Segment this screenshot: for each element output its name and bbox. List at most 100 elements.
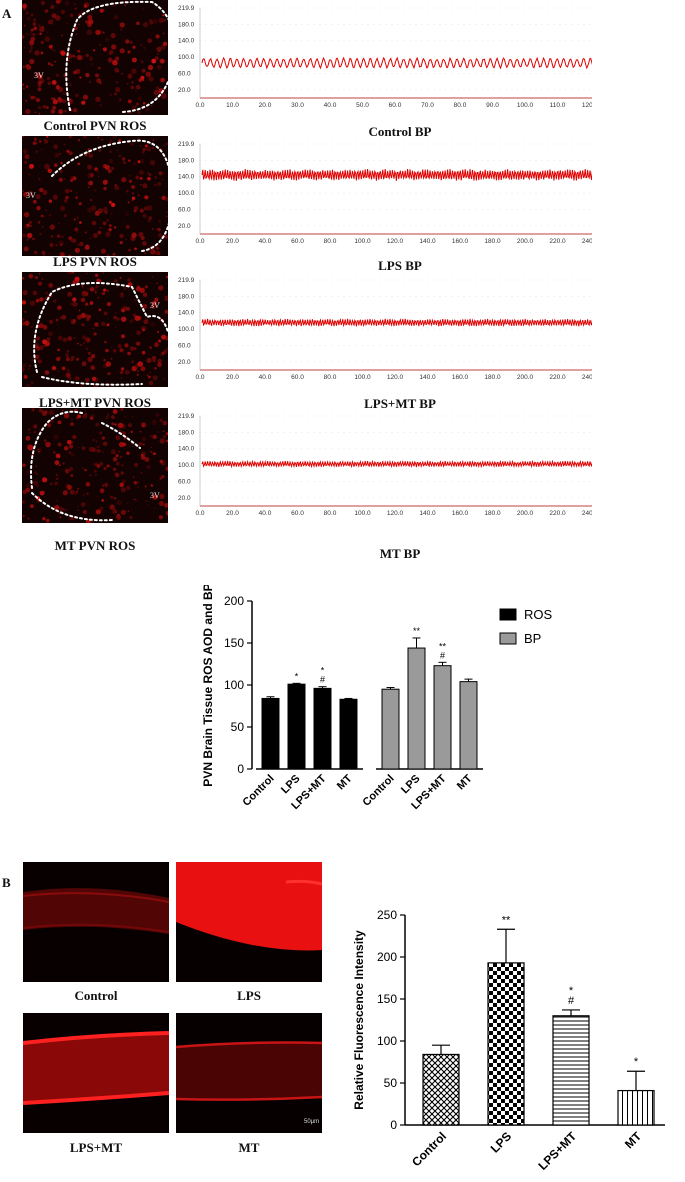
y-tick-label: 250 — [377, 908, 397, 922]
significance-marker: # — [320, 675, 325, 685]
y-axis-label: PVN Brain Tissue ROS AOD and BP — [201, 585, 215, 787]
trace-x-tick: 40.0 — [259, 374, 272, 381]
trace-x-tick: 220.0 — [549, 510, 566, 517]
third-ventricle-label: 3V — [150, 301, 160, 310]
trace-x-tick: 50.0 — [356, 102, 369, 109]
trace-y-tick: 219.9 — [178, 277, 195, 284]
legend-label-bp: BP — [524, 631, 541, 646]
trace-x-tick: 20.0 — [226, 510, 239, 517]
x-tick-label: Control — [360, 773, 396, 809]
trace-x-tick: 220.0 — [549, 238, 566, 245]
pvn-ros-image: 3V — [22, 136, 168, 256]
trace-x-tick: 40.0 — [259, 510, 272, 517]
significance-marker: ** — [502, 914, 511, 926]
bar-bp-lps — [407, 647, 426, 770]
significance-marker: * — [634, 1056, 639, 1068]
y-tick-label: 0 — [390, 1118, 397, 1132]
bar-bp-control — [381, 688, 400, 770]
trace-y-tick: 219.9 — [178, 413, 195, 420]
trace-x-tick: 240.0 — [582, 510, 592, 517]
bar-ros-lps-mt — [313, 687, 332, 770]
pvn-ros-caption: LPS PVN ROS — [53, 254, 137, 269]
pvn-ros-caption: MT PVN ROS — [54, 538, 136, 553]
scale-bar-label: 50μm — [304, 1119, 319, 1125]
vessel-image-mt: 50μm — [176, 1013, 322, 1133]
trace-y-tick: 140.0 — [178, 310, 195, 317]
trace-x-tick: 20.0 — [226, 238, 239, 245]
x-tick-label: MT — [455, 772, 475, 792]
vessel-image-control — [23, 862, 169, 982]
trace-x-tick: 0.0 — [195, 374, 204, 381]
bp-trace-caption: LPS+MT BP — [364, 396, 436, 411]
trace-y-tick: 219.9 — [178, 141, 195, 148]
trace-x-tick: 180.0 — [484, 238, 501, 245]
vessel-image-lps — [176, 862, 322, 982]
trace-x-tick: 200.0 — [517, 510, 534, 517]
trace-x-tick: 80.0 — [324, 510, 337, 517]
trace-x-tick: 20.0 — [259, 102, 272, 109]
trace-y-tick: 140.0 — [178, 38, 195, 45]
bar-fluorescence-lps-mt — [552, 1015, 590, 1126]
y-tick-label: 150 — [224, 636, 244, 650]
legend-label-ros: ROS — [524, 607, 553, 622]
trace-x-tick: 40.0 — [324, 102, 337, 109]
bar-ros-lps — [287, 683, 306, 770]
vessel-caption-mt: MT — [238, 1140, 260, 1155]
trace-y-tick: 180.0 — [178, 157, 195, 164]
vessel-image-lps-mt — [23, 1013, 169, 1133]
trace-y-tick: 60.0 — [178, 70, 191, 77]
y-tick-label: 150 — [377, 992, 397, 1006]
trace-x-tick: 120.0 — [387, 374, 404, 381]
trace-y-tick: 100.0 — [178, 326, 195, 333]
y-tick-label: 100 — [224, 678, 244, 692]
trace-x-tick: 0.0 — [195, 238, 204, 245]
vessel-caption-lps: LPS — [237, 988, 261, 1003]
x-tick-label: MT — [335, 772, 355, 792]
bp-trace: 219.9 180.0 140.0 100.0 60.0 20.0 0.0 20.0 40.0 6… — [178, 413, 592, 517]
trace-x-tick: 120.0 — [387, 510, 404, 517]
bp-trace-line — [201, 459, 592, 469]
trace-x-tick: 200.0 — [517, 374, 534, 381]
trace-x-tick: 60.0 — [291, 374, 304, 381]
trace-x-tick: 100.0 — [354, 510, 371, 517]
trace-x-tick: 160.0 — [452, 238, 469, 245]
bp-trace: 219.9 180.0 140.0 100.0 60.0 20.0 0.0 20.0 40.0 6… — [178, 141, 592, 245]
legend-swatch-bp — [499, 632, 517, 645]
bar-ros-control — [261, 697, 280, 770]
trace-x-tick: 80.0 — [324, 374, 337, 381]
trace-y-tick: 219.9 — [178, 5, 195, 12]
trace-x-tick: 60.0 — [291, 510, 304, 517]
trace-x-tick: 30.0 — [291, 102, 304, 109]
bp-trace-line — [201, 56, 592, 70]
third-ventricle-label: 3V — [34, 71, 44, 80]
significance-marker: * — [569, 985, 574, 997]
pvn-ros-caption: LPS+MT PVN ROS — [39, 395, 151, 410]
trace-x-tick: 140.0 — [419, 238, 436, 245]
trace-y-tick: 60.0 — [178, 478, 191, 485]
bp-trace-line — [201, 317, 592, 328]
bp-trace-caption: LPS BP — [378, 258, 422, 273]
x-tick-label: Control — [409, 1129, 449, 1169]
legend-swatch-ros — [499, 608, 517, 621]
pvn-ros-image: 3V — [22, 408, 168, 523]
bar-fluorescence-lps — [487, 962, 525, 1126]
x-tick-label: MT — [622, 1129, 645, 1152]
trace-x-tick: 80.0 — [324, 238, 337, 245]
x-tick-label: LPS+MT — [536, 1129, 580, 1173]
y-axis-label: Relative Fluorescence Intensity — [352, 930, 366, 1110]
y-tick-label: 50 — [231, 720, 245, 734]
trace-x-tick: 0.0 — [195, 510, 204, 517]
trace-x-tick: 160.0 — [452, 374, 469, 381]
trace-x-tick: 20.0 — [226, 374, 239, 381]
bp-trace: 219.9 180.0 140.0 100.0 60.0 20.0 0.0 10.0 20.0 3… — [178, 5, 592, 109]
trace-x-tick: 110.0 — [550, 102, 566, 109]
trace-y-tick: 100.0 — [178, 190, 195, 197]
pvn-ros-image: 3V — [22, 0, 168, 115]
ros-bp-bar-chart: 0 50 100 150 200 PVN Brain Tissue ROS AOD and… — [201, 585, 553, 812]
trace-x-tick: 180.0 — [484, 510, 501, 517]
third-ventricle-label: 3V — [150, 491, 160, 500]
y-tick-label: 200 — [224, 594, 244, 608]
trace-x-tick: 60.0 — [291, 238, 304, 245]
trace-x-tick: 40.0 — [259, 238, 272, 245]
bar-bp-lps-mt — [433, 665, 452, 770]
